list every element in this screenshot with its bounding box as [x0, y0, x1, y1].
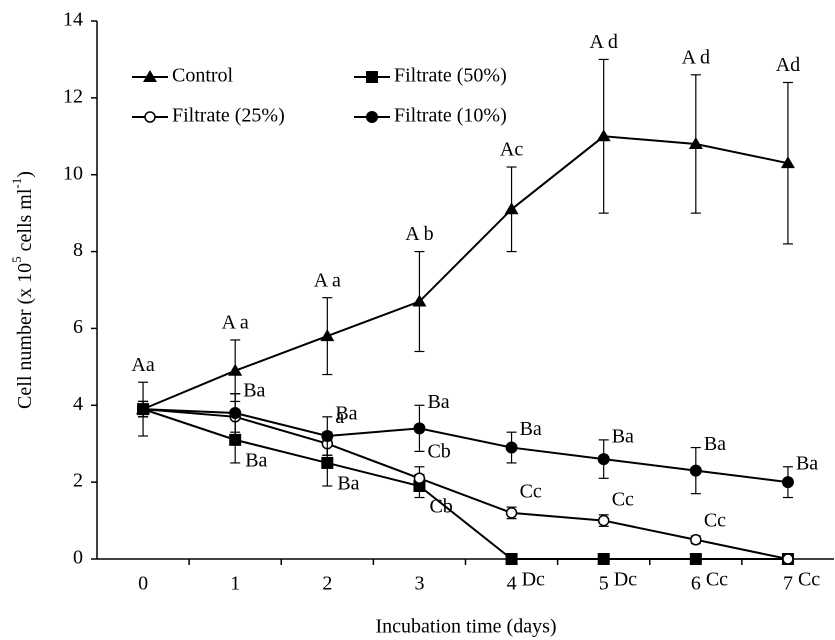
marker [143, 70, 157, 82]
significance-letter: Ad [776, 54, 800, 76]
significance-letter: Ba [612, 425, 634, 447]
marker [228, 363, 243, 376]
significance-letter: Cb [429, 496, 452, 518]
marker [366, 111, 378, 123]
marker [413, 422, 426, 435]
significance-letter: Ac [500, 139, 523, 161]
y-tick-label: 0 [73, 547, 83, 569]
significance-letter: Ba [796, 452, 818, 474]
marker [504, 202, 519, 215]
x-tick-label: 2 [322, 573, 332, 595]
series-line [142, 408, 788, 560]
marker [690, 534, 702, 546]
y-axis-label: Cell number (x 105 cells ml-1) [9, 171, 35, 409]
significance-letter: A a [222, 312, 249, 334]
y-axis-label-part: cells ml [14, 188, 36, 256]
marker [321, 456, 334, 469]
legend-label: Filtrate (25%) [172, 105, 285, 127]
y-tick-label: 4 [73, 393, 83, 415]
x-tick-label: 5 [599, 573, 609, 595]
significance-letter: Cc [798, 569, 820, 591]
significance-letter: Ba [245, 449, 267, 471]
y-tick-label: 10 [63, 162, 83, 184]
significance-letter: Cb [427, 440, 450, 462]
significance-letter: Ba [427, 391, 449, 413]
marker [320, 329, 335, 342]
marker [597, 453, 610, 466]
significance-letter: Ba [704, 433, 726, 455]
significance-letter: Cc [520, 481, 542, 503]
y-tick-label: 2 [73, 470, 83, 492]
marker [144, 111, 156, 123]
marker [321, 430, 334, 443]
x-tick-label: 0 [138, 573, 148, 595]
significance-letter: Cc [706, 569, 728, 591]
significance-letter: A d [590, 31, 618, 53]
y-axis-label-part: ) [14, 171, 36, 178]
x-axis-label: Incubation time (days) [375, 616, 556, 638]
marker [596, 129, 611, 142]
y-axis-label-part: 5 [9, 256, 24, 263]
x-tick-label: 6 [691, 573, 701, 595]
legend-label: Filtrate (10%) [394, 105, 507, 127]
significance-letter: Ba [337, 473, 359, 495]
significance-letter: Ba [335, 402, 357, 424]
marker [505, 553, 518, 565]
marker [780, 156, 795, 169]
y-tick-label: 12 [63, 85, 83, 107]
significance-letter: Ba [243, 379, 265, 401]
marker [689, 553, 702, 565]
series-line [143, 408, 789, 484]
significance-letter: Aa [131, 354, 154, 376]
x-tick-label: 4 [507, 573, 517, 595]
significance-letter: Cc [704, 510, 726, 532]
y-axis-label-part: Cell number (x 10 [14, 263, 36, 409]
x-tick-label: 3 [414, 573, 424, 595]
marker [597, 553, 610, 565]
marker [413, 472, 426, 485]
significance-letter: Dc [522, 569, 545, 591]
y-tick-label: 8 [73, 239, 83, 261]
marker [229, 406, 242, 419]
x-tick-label: 7 [783, 573, 793, 595]
marker [137, 403, 150, 416]
legend-label: Control [172, 65, 234, 87]
legend-label: Filtrate (50%) [394, 65, 507, 87]
series-line [142, 135, 789, 411]
marker [366, 71, 378, 83]
marker [781, 476, 794, 489]
series-line [142, 408, 789, 560]
marker [412, 294, 427, 307]
significance-letter: A a [314, 269, 341, 291]
significance-letter: a [335, 406, 344, 428]
y-tick-label: 6 [73, 316, 83, 338]
significance-letter: Dc [614, 569, 637, 591]
marker [505, 507, 518, 519]
significance-letter: A d [682, 46, 710, 68]
marker [688, 136, 703, 149]
y-tick-label: 14 [63, 9, 83, 31]
significance-letter: Cc [612, 488, 634, 510]
marker [689, 464, 702, 477]
x-tick-label: 1 [230, 573, 240, 595]
marker [782, 553, 794, 565]
marker [597, 514, 610, 527]
significance-letter: Ba [520, 418, 542, 440]
y-axis-label-part: -1 [9, 178, 24, 189]
significance-letter: A b [405, 223, 433, 245]
marker [505, 441, 518, 454]
